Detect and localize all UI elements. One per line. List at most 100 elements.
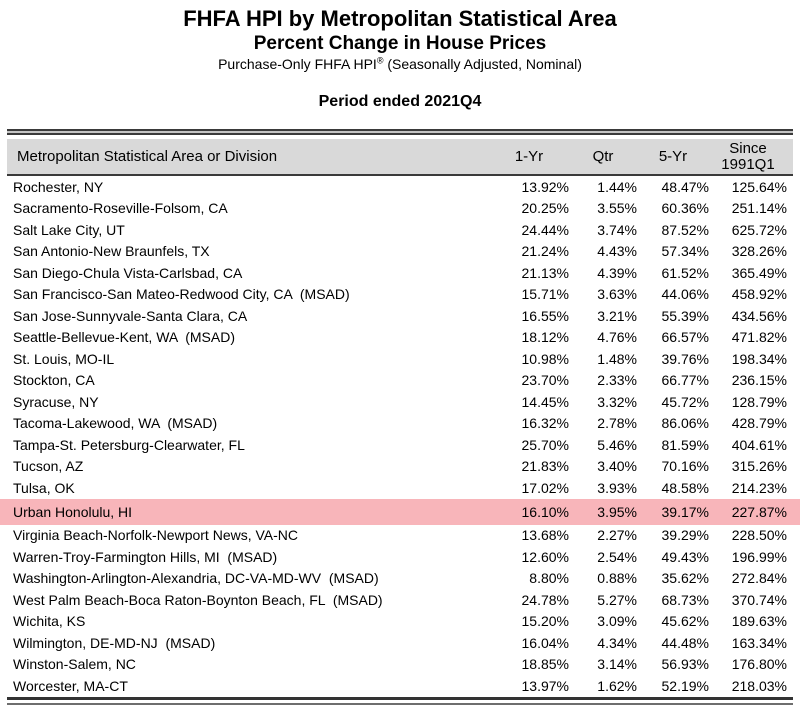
cell-5yr: 44.06% xyxy=(661,286,709,303)
report-title: FHFA HPI by Metropolitan Statistical Are… xyxy=(183,6,617,31)
hpi-table: Metropolitan Statistical Area or Divisio… xyxy=(0,129,800,705)
cell-qtr: 4.43% xyxy=(597,243,637,260)
source-suffix: (Seasonally Adjusted, Nominal) xyxy=(383,56,582,72)
table-row: Worcester, MA-CT 13.97% 1.62% 52.19% 218… xyxy=(0,675,800,697)
cell-1yr: 13.68% xyxy=(521,527,569,544)
cell-since-1991q1: 404.61% xyxy=(731,436,787,453)
cell-msa-name: Syracuse, NY xyxy=(13,393,99,410)
table-row: Winston-Salem, NC 18.85% 3.14% 56.93% 17… xyxy=(0,654,800,676)
cell-since-1991q1: 236.15% xyxy=(731,372,787,389)
cell-since-1991q1: 176.80% xyxy=(731,656,787,673)
cell-qtr: 4.34% xyxy=(597,634,637,651)
cell-1yr: 16.32% xyxy=(521,415,569,432)
cell-5yr: 60.36% xyxy=(661,200,709,217)
cell-since-1991q1: 251.14% xyxy=(731,200,787,217)
cell-5yr: 48.47% xyxy=(661,178,709,195)
cell-1yr: 21.13% xyxy=(521,264,569,281)
cell-qtr: 3.40% xyxy=(597,458,637,475)
table-row-highlighted: Urban Honolulu, HI 16.10% 3.95% 39.17% 2… xyxy=(0,498,800,525)
cell-qtr: 3.95% xyxy=(597,503,637,520)
cell-qtr: 2.27% xyxy=(597,527,637,544)
cell-1yr: 8.80% xyxy=(529,570,569,587)
report-header: FHFA HPI by Metropolitan Statistical Are… xyxy=(0,0,800,112)
cell-1yr: 16.55% xyxy=(521,307,569,324)
cell-5yr: 57.34% xyxy=(661,243,709,260)
cell-msa-name: Urban Honolulu, HI xyxy=(13,503,133,520)
table-row: Tulsa, OK 17.02% 3.93% 48.58% 214.23% xyxy=(0,477,800,499)
cell-msa-name: Sacramento-Roseville-Folsom, CA xyxy=(13,200,228,217)
cell-qtr: 3.09% xyxy=(597,613,637,630)
cell-since-1991q1: 458.92% xyxy=(731,286,787,303)
cell-qtr: 2.78% xyxy=(597,415,637,432)
cell-msa-name: Virginia Beach-Norfolk-Newport News, VA-… xyxy=(13,527,299,544)
source-prefix: Purchase-Only FHFA HPI xyxy=(218,56,377,72)
cell-qtr: 3.55% xyxy=(597,200,637,217)
cell-1yr: 15.71% xyxy=(521,286,569,303)
table-row: San Francisco-San Mateo-Redwood City, CA… xyxy=(0,284,800,306)
table-row: Wilmington, DE-MD-NJ (MSAD) 16.04% 4.34%… xyxy=(0,632,800,654)
cell-5yr: 39.76% xyxy=(661,350,709,367)
cell-5yr: 44.48% xyxy=(661,634,709,651)
table-bottom-rule xyxy=(7,696,793,705)
table-row: Sacramento-Roseville-Folsom, CA 20.25% 3… xyxy=(0,198,800,220)
column-header-msa: Metropolitan Statistical Area or Divisio… xyxy=(17,148,278,165)
cell-msa-name: San Antonio-New Braunfels, TX xyxy=(13,243,210,260)
cell-1yr: 24.78% xyxy=(521,591,569,608)
cell-5yr: 39.17% xyxy=(661,503,709,520)
column-header-since-1991q1: Since 1991Q1 xyxy=(721,139,775,173)
cell-5yr: 86.06% xyxy=(661,415,709,432)
cell-qtr: 3.63% xyxy=(597,286,637,303)
cell-msa-name: Warren-Troy-Farmington Hills, MI (MSAD) xyxy=(13,548,278,565)
cell-since-1991q1: 218.03% xyxy=(731,677,787,694)
cell-since-1991q1: 196.99% xyxy=(731,548,787,565)
table-row: San Antonio-New Braunfels, TX 21.24% 4.4… xyxy=(0,241,800,263)
cell-qtr: 1.48% xyxy=(597,350,637,367)
cell-msa-name: Washington-Arlington-Alexandria, DC-VA-M… xyxy=(13,570,379,587)
cell-5yr: 56.93% xyxy=(661,656,709,673)
cell-1yr: 13.97% xyxy=(521,677,569,694)
cell-msa-name: Tacoma-Lakewood, WA (MSAD) xyxy=(13,415,218,432)
cell-1yr: 20.25% xyxy=(521,200,569,217)
cell-5yr: 66.57% xyxy=(661,329,709,346)
report-period: Period ended 2021Q4 xyxy=(318,93,482,110)
cell-5yr: 66.77% xyxy=(661,372,709,389)
cell-qtr: 5.46% xyxy=(597,436,637,453)
cell-since-1991q1: 471.82% xyxy=(731,329,787,346)
cell-since-1991q1: 125.64% xyxy=(731,178,787,195)
cell-since-1991q1: 370.74% xyxy=(731,591,787,608)
cell-5yr: 39.29% xyxy=(661,527,709,544)
table-body: Rochester, NY 13.92% 1.44% 48.47% 125.64… xyxy=(0,176,800,697)
cell-msa-name: Tampa-St. Petersburg-Clearwater, FL xyxy=(13,436,245,453)
cell-qtr: 3.14% xyxy=(597,656,637,673)
cell-qtr: 5.27% xyxy=(597,591,637,608)
cell-since-1991q1: 128.79% xyxy=(731,393,787,410)
cell-qtr: 3.32% xyxy=(597,393,637,410)
cell-msa-name: San Diego-Chula Vista-Carlsbad, CA xyxy=(13,264,243,281)
cell-since-1991q1: 189.63% xyxy=(731,613,787,630)
table-row: San Jose-Sunnyvale-Santa Clara, CA 16.55… xyxy=(0,305,800,327)
cell-qtr: 0.88% xyxy=(597,570,637,587)
cell-since-1991q1: 625.72% xyxy=(731,221,787,238)
cell-since-1991q1: 272.84% xyxy=(731,570,787,587)
cell-qtr: 3.21% xyxy=(597,307,637,324)
table-row: Washington-Arlington-Alexandria, DC-VA-M… xyxy=(0,568,800,590)
cell-since-1991q1: 434.56% xyxy=(731,307,787,324)
cell-5yr: 48.58% xyxy=(661,479,709,496)
cell-1yr: 21.83% xyxy=(521,458,569,475)
cell-msa-name: Worcester, MA-CT xyxy=(13,677,128,694)
cell-since-1991q1: 227.87% xyxy=(731,503,787,520)
cell-5yr: 49.43% xyxy=(661,548,709,565)
table-header-row: Metropolitan Statistical Area or Divisio… xyxy=(7,139,793,176)
cell-5yr: 45.72% xyxy=(661,393,709,410)
cell-since-1991q1: 428.79% xyxy=(731,415,787,432)
table-row: Tampa-St. Petersburg-Clearwater, FL 25.7… xyxy=(0,434,800,456)
table-row: Stockton, CA 23.70% 2.33% 66.77% 236.15% xyxy=(0,370,800,392)
cell-qtr: 4.39% xyxy=(597,264,637,281)
cell-qtr: 4.76% xyxy=(597,329,637,346)
cell-5yr: 81.59% xyxy=(661,436,709,453)
table-row: Seattle-Bellevue-Kent, WA (MSAD) 18.12% … xyxy=(0,327,800,349)
report-source-line: Purchase-Only FHFA HPI® (Seasonally Adju… xyxy=(0,55,800,73)
cell-1yr: 13.92% xyxy=(521,178,569,195)
column-header-1yr: 1-Yr xyxy=(514,147,544,165)
cell-msa-name: San Jose-Sunnyvale-Santa Clara, CA xyxy=(13,307,248,324)
